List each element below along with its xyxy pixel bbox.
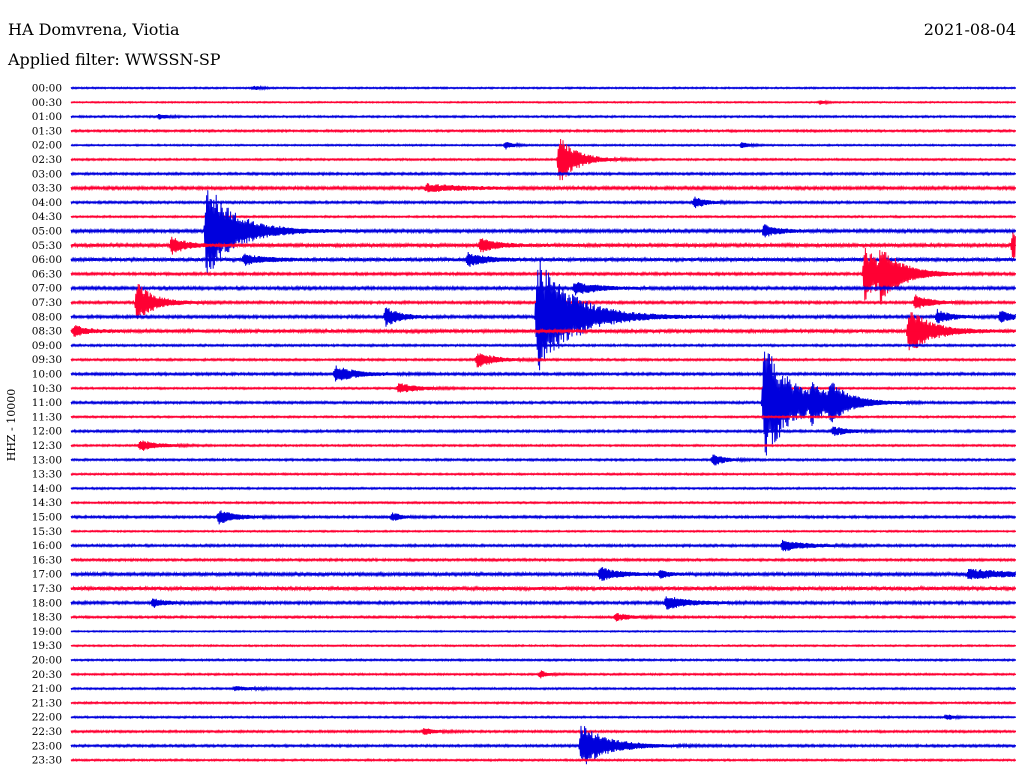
time-label: 08:00 (32, 311, 62, 323)
time-label: 10:30 (32, 383, 62, 395)
time-label: 01:30 (32, 125, 62, 137)
y-axis-label: HHZ - 10000 (5, 389, 18, 462)
time-label: 10:00 (32, 369, 62, 381)
time-label: 15:30 (32, 526, 62, 538)
time-label: 04:30 (32, 211, 62, 223)
time-label: 19:30 (32, 640, 62, 652)
time-label: 03:30 (32, 183, 62, 195)
station-title: HA Domvrena, Viotia (8, 20, 180, 39)
time-label-group: 00:00 00:30 01:00 01:30 02:00 02:30 03:00 03:30… (32, 83, 62, 767)
time-label: 00:30 (32, 97, 62, 109)
time-label: 05:30 (32, 240, 62, 252)
time-label: 00:00 (32, 83, 62, 95)
time-label: 19:00 (32, 626, 62, 638)
time-label: 22:00 (32, 712, 62, 724)
time-label: 23:30 (32, 755, 62, 767)
time-label: 09:00 (32, 340, 62, 352)
seismic-trace (70, 141, 1016, 150)
time-label: 13:30 (32, 469, 62, 481)
time-label: 22:30 (32, 726, 62, 738)
time-label: 03:00 (32, 168, 62, 180)
time-label: 12:00 (32, 426, 62, 438)
time-label: 17:30 (32, 583, 62, 595)
time-label: 15:00 (32, 512, 62, 524)
time-label: 23:00 (32, 740, 62, 752)
seismic-trace (70, 351, 1016, 456)
time-label: 09:30 (32, 354, 62, 366)
time-label: 20:30 (32, 669, 62, 681)
time-label: 11:30 (32, 411, 62, 423)
time-label: 11:00 (32, 397, 62, 409)
time-label: 20:00 (32, 655, 62, 667)
time-label: 07:00 (32, 283, 62, 295)
time-label: 04:00 (32, 197, 62, 209)
time-label: 13:00 (32, 454, 62, 466)
time-label: 07:30 (32, 297, 62, 309)
time-label: 16:00 (32, 540, 62, 552)
time-label: 05:00 (32, 226, 62, 238)
time-label: 02:00 (32, 140, 62, 152)
time-label: 21:30 (32, 697, 62, 709)
time-label: 16:30 (32, 554, 62, 566)
date-label: 2021-08-04 (923, 20, 1016, 39)
time-label: 01:00 (32, 111, 62, 123)
time-label: 18:00 (32, 597, 62, 609)
time-label: 14:00 (32, 483, 62, 495)
time-label: 18:30 (32, 612, 62, 624)
time-label: 14:30 (32, 497, 62, 509)
time-label: 02:30 (32, 154, 62, 166)
time-label: 06:30 (32, 268, 62, 280)
time-label: 21:00 (32, 683, 62, 695)
trace-group (70, 84, 1016, 765)
time-label: 06:00 (32, 254, 62, 266)
seismic-trace (70, 353, 1016, 368)
time-label: 08:30 (32, 326, 62, 338)
time-label: 12:30 (32, 440, 62, 452)
time-label: 17:00 (32, 569, 62, 581)
filter-label: Applied filter: WWSSN-SP (8, 50, 221, 69)
